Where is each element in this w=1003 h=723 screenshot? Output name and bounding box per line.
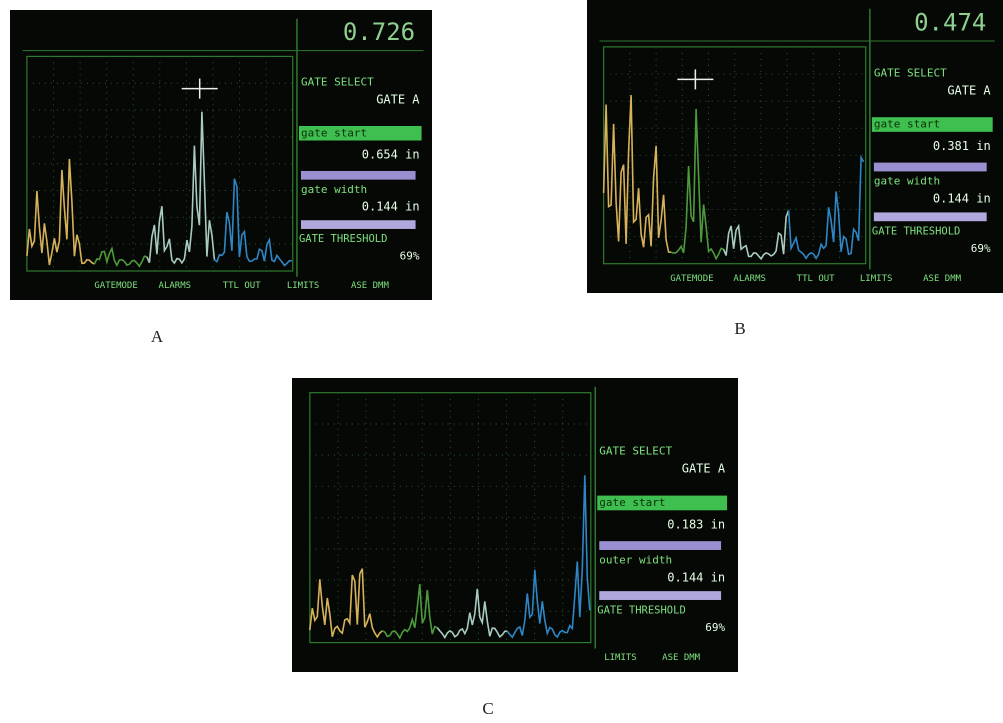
menu-item: ALARMS — [159, 281, 192, 291]
waveform — [787, 154, 865, 260]
gate-width-value: 0.144 in — [362, 200, 420, 214]
gate-select-value: GATE A — [947, 83, 991, 97]
menu-item: TTL OUT — [797, 274, 836, 284]
gate-select-title: GATE SELECT — [599, 445, 672, 458]
threshold-title: GATE THRESHOLD — [299, 233, 388, 245]
gate-start-bar — [873, 162, 987, 172]
threshold-value: 69% — [971, 242, 991, 255]
panel-label: C — [482, 699, 493, 718]
menu-item: ASE DMM — [923, 274, 962, 284]
gate-width-title: outer width — [599, 553, 672, 566]
gate-select-title: GATE SELECT — [301, 76, 374, 89]
menu-item: GATEMODE — [94, 281, 137, 291]
waveform — [506, 475, 591, 639]
gate-start-value: 0.654 in — [362, 148, 420, 162]
gate-width-title: gate width — [874, 175, 940, 188]
gate-select-value: GATE A — [682, 462, 726, 476]
waveform — [602, 95, 672, 253]
gate-start-title: gate start — [301, 126, 367, 139]
menu-item: TTL OUT — [223, 281, 262, 291]
waveform — [670, 108, 724, 261]
menu-item: ASE DMM — [662, 653, 701, 663]
waveform — [309, 568, 383, 639]
gate-start-title: gate start — [599, 496, 665, 509]
menu-item: ALARMS — [733, 274, 766, 284]
waveform — [381, 584, 438, 640]
gate-start-header — [597, 495, 728, 511]
gate-start-header — [871, 117, 993, 132]
panel-label: B — [734, 319, 745, 338]
menu-item: GATEMODE — [670, 274, 713, 284]
gate-select-title: GATE SELECT — [874, 66, 947, 79]
gate-start-title: gate start — [874, 118, 940, 131]
waveform — [146, 111, 216, 265]
gate-width-value: 0.144 in — [933, 192, 991, 206]
menu-item: ASE DMM — [351, 281, 390, 291]
threshold-value: 69% — [705, 621, 725, 634]
gate-width-bar — [599, 591, 722, 600]
readout: 0.474 — [914, 8, 986, 36]
panel-label: A — [151, 327, 164, 346]
threshold-title: GATE THRESHOLD — [597, 604, 686, 616]
menu-item: LIMITS — [860, 274, 893, 284]
gate-select-value: GATE A — [376, 92, 420, 106]
gate-start-value: 0.183 in — [667, 518, 725, 532]
readout: 0.726 — [343, 18, 415, 46]
waveform — [722, 210, 790, 261]
threshold-value: 69% — [400, 250, 420, 263]
gate-width-bar — [873, 212, 987, 222]
gate-start-header — [298, 126, 422, 141]
waveform — [93, 246, 148, 268]
gate-width-value: 0.144 in — [667, 570, 725, 584]
gate-start-bar — [300, 170, 416, 180]
menu-item: LIMITS — [287, 281, 320, 291]
waveform — [213, 178, 292, 267]
waveform — [436, 588, 508, 640]
threshold-title: GATE THRESHOLD — [872, 225, 961, 237]
gate-width-bar — [300, 220, 416, 229]
waveform — [26, 158, 95, 266]
gate-start-value: 0.381 in — [933, 139, 991, 153]
gate-start-bar — [599, 541, 722, 550]
menu-item: LIMITS — [604, 653, 637, 663]
gate-width-title: gate width — [301, 183, 367, 196]
